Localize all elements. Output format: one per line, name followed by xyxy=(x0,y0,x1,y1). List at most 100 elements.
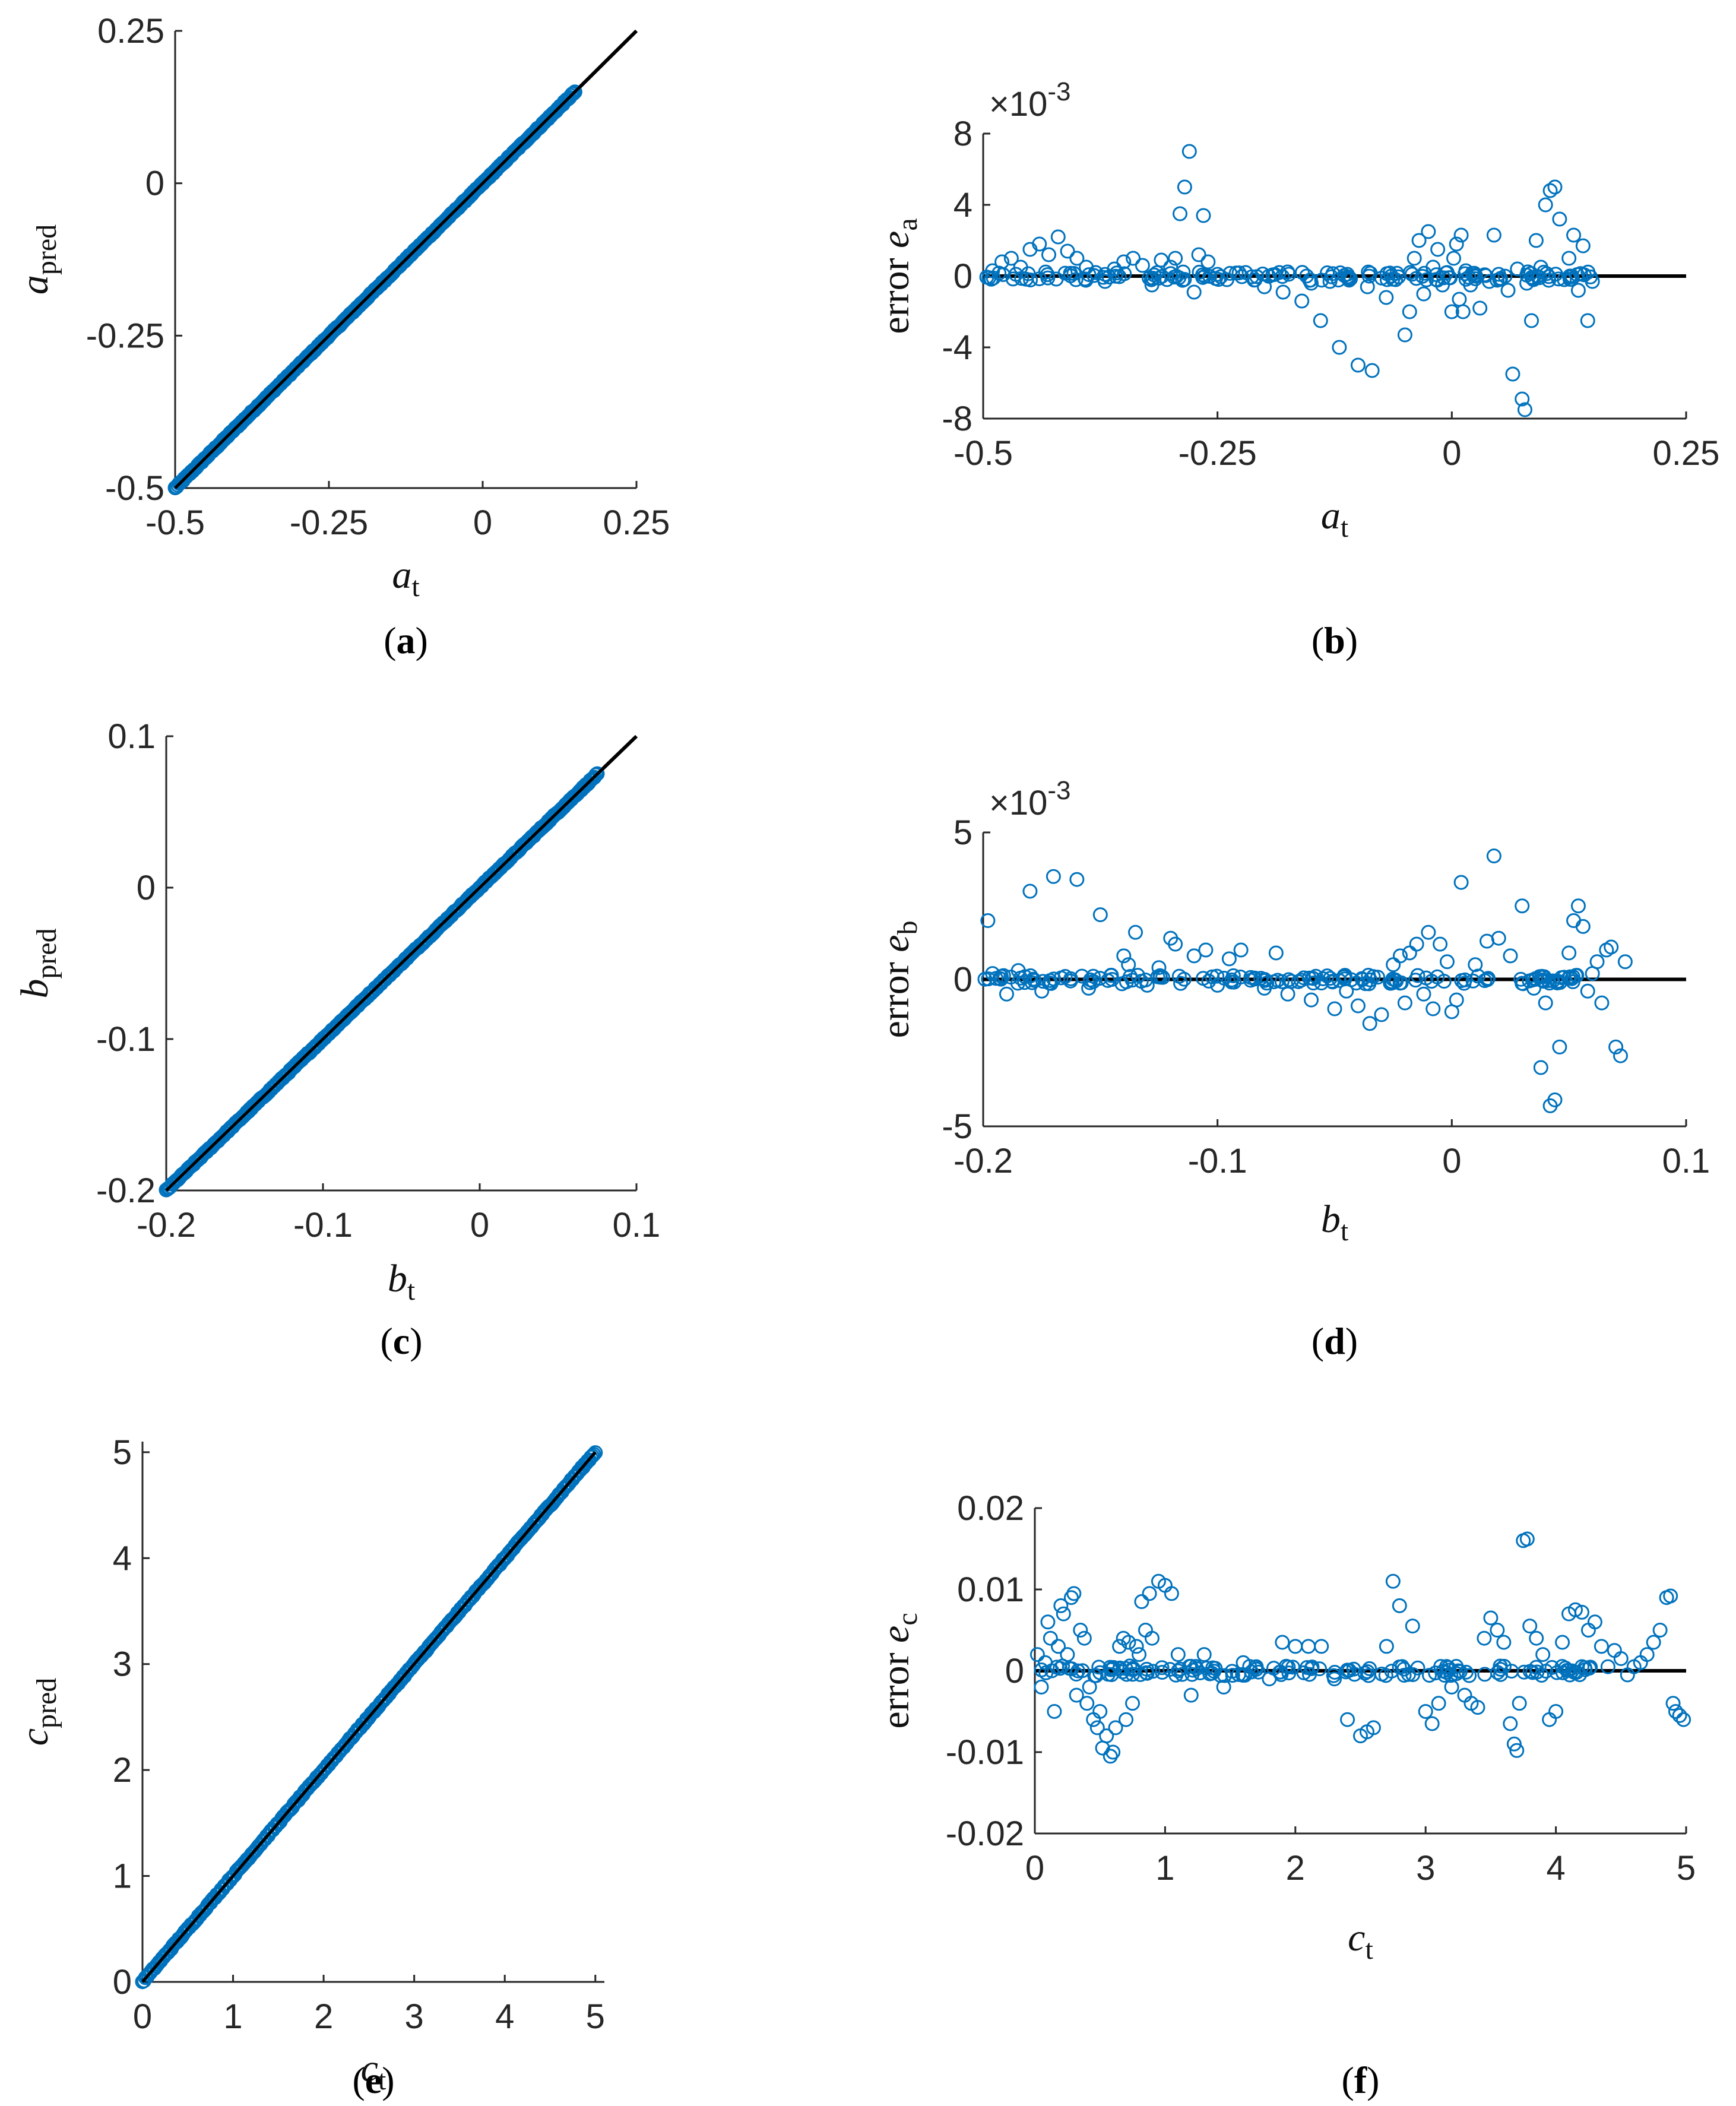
data-point xyxy=(985,966,1000,981)
y-tick-label: 1 xyxy=(113,1857,132,1896)
data-point xyxy=(1446,251,1461,266)
data-point xyxy=(1173,206,1188,221)
data-point xyxy=(1503,1716,1518,1731)
data-point xyxy=(1486,227,1501,243)
data-markers xyxy=(977,848,1633,1113)
data-point xyxy=(1566,913,1582,928)
data-point xyxy=(1564,1663,1580,1679)
data-point xyxy=(1132,1647,1147,1662)
data-point xyxy=(1493,1667,1508,1682)
y-tick-label: 0 xyxy=(953,961,972,999)
data-point xyxy=(1176,971,1192,987)
data-point xyxy=(1129,1639,1144,1654)
data-point xyxy=(1057,265,1073,281)
data-point xyxy=(1519,1531,1535,1547)
data-point xyxy=(1144,277,1160,293)
reference-line-overlay xyxy=(141,1451,597,1983)
data-point xyxy=(1341,270,1357,286)
data-point xyxy=(1291,974,1306,989)
data-point xyxy=(1027,973,1042,988)
data-point xyxy=(1433,936,1448,952)
x-axis-label: ct xyxy=(1348,1916,1373,1965)
y-tick-label: 5 xyxy=(953,813,972,852)
data-point xyxy=(1575,919,1591,934)
data-point xyxy=(1431,1696,1446,1711)
x-tick-label: 0.25 xyxy=(603,503,670,542)
data-point xyxy=(1144,1630,1160,1646)
reference-line-overlay xyxy=(165,735,638,1192)
data-point xyxy=(1125,1696,1141,1711)
data-point xyxy=(1138,1623,1153,1638)
data-point xyxy=(1483,1610,1499,1626)
data-point xyxy=(1086,1712,1101,1727)
data-point xyxy=(1092,1704,1108,1719)
data-point xyxy=(1397,995,1412,1011)
data-point xyxy=(1046,971,1062,987)
data-point xyxy=(1173,976,1189,991)
data-point xyxy=(1168,251,1183,266)
x-tick-label: -0.1 xyxy=(293,1206,353,1244)
data-point xyxy=(1575,238,1591,254)
data-point xyxy=(1428,1665,1443,1681)
data-point xyxy=(585,1448,600,1464)
data-point xyxy=(1672,1708,1687,1723)
data-point xyxy=(1126,251,1141,266)
data-point xyxy=(1013,259,1028,275)
y-axis-label: error eb xyxy=(874,920,923,1038)
x-axis-label: bt xyxy=(1321,1198,1349,1247)
data-point xyxy=(585,771,601,786)
data-point xyxy=(1529,1660,1544,1675)
data-point xyxy=(1541,269,1557,284)
data-point xyxy=(1270,973,1285,988)
data-point xyxy=(1112,1639,1127,1654)
data-point xyxy=(1477,1630,1492,1646)
data-point xyxy=(1397,327,1412,343)
data-point xyxy=(1490,1665,1505,1680)
y-label-subscript: pred xyxy=(31,224,62,275)
data-point xyxy=(1362,1661,1377,1676)
data-point xyxy=(1453,227,1469,243)
y-tick-label: 0.01 xyxy=(957,1570,1024,1609)
y-label-variable: e xyxy=(874,231,917,248)
data-point xyxy=(1554,1659,1570,1674)
y-tick-label: -4 xyxy=(942,328,972,367)
data-point xyxy=(1360,279,1375,294)
data-point xyxy=(1275,284,1291,300)
data-point xyxy=(1154,1660,1170,1676)
y-label-variable: c xyxy=(13,1728,56,1746)
data-point xyxy=(1249,1659,1264,1674)
data-point xyxy=(1205,969,1220,984)
data-point xyxy=(1078,271,1093,287)
data-point xyxy=(1280,986,1295,1002)
y-tick-label: -0.01 xyxy=(946,1733,1024,1772)
data-point xyxy=(1327,1001,1342,1016)
x-label-subscript: t xyxy=(411,571,420,603)
data-point xyxy=(1168,936,1183,952)
data-point xyxy=(1486,848,1501,864)
axis-multiplier: ×10-3 xyxy=(989,77,1071,123)
data-point xyxy=(1111,269,1127,284)
data-point xyxy=(1452,292,1467,307)
data-point xyxy=(1463,277,1478,293)
y-tick-label: -0.25 xyxy=(86,316,164,355)
data-point xyxy=(1416,286,1431,302)
data-point xyxy=(1164,1586,1179,1601)
data-point xyxy=(1314,1639,1329,1654)
data-point xyxy=(1444,304,1459,319)
data-point xyxy=(1529,1630,1544,1646)
data-point xyxy=(1253,971,1269,986)
data-point xyxy=(1388,272,1404,287)
data-point xyxy=(1119,1712,1134,1727)
data-point xyxy=(1360,1664,1375,1679)
data-point xyxy=(1294,293,1310,309)
data-point xyxy=(994,254,1010,270)
data-point xyxy=(1570,283,1586,298)
data-point xyxy=(1350,357,1366,373)
data-point xyxy=(1409,271,1424,286)
data-point xyxy=(1663,1588,1678,1604)
data-point xyxy=(1562,271,1577,287)
data-point xyxy=(1594,1639,1609,1654)
data-point xyxy=(1361,976,1377,992)
y-tick-label: 2 xyxy=(113,1751,132,1790)
data-point xyxy=(1196,208,1211,223)
